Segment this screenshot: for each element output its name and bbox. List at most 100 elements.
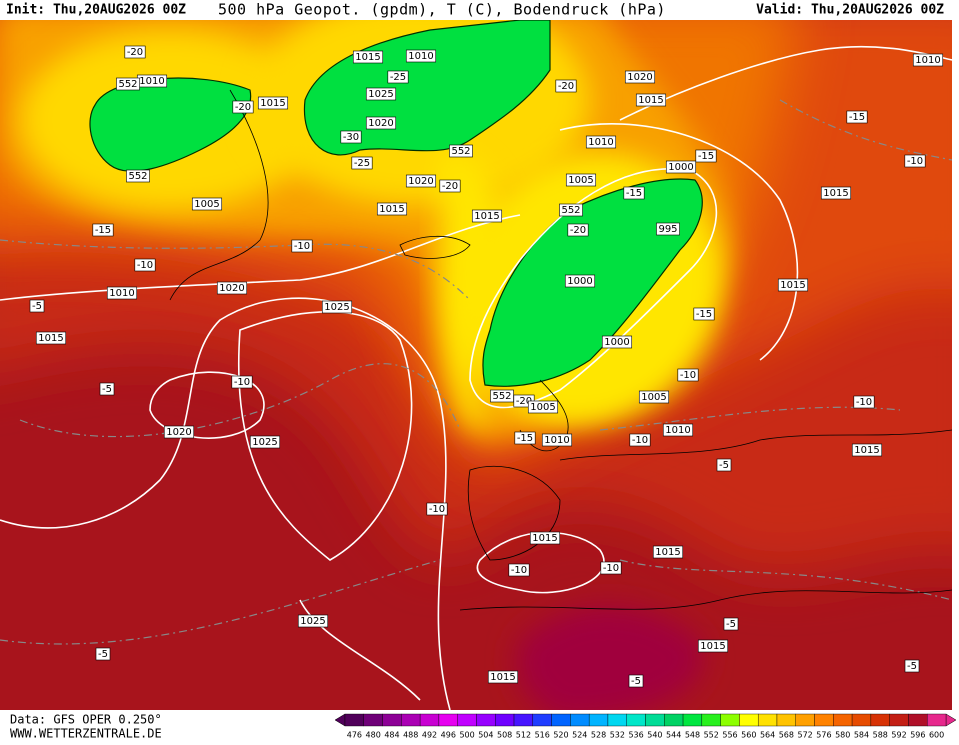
contour-label-box — [351, 156, 373, 170]
contour-label: 1000 — [668, 162, 693, 173]
colorbar-swatch — [532, 713, 552, 727]
contour-label: 1010 — [588, 137, 613, 148]
contour-label: -5 — [102, 384, 112, 395]
contour-label: 1025 — [300, 616, 325, 627]
contour-label-box — [904, 154, 926, 168]
contour-label: 1020 — [627, 72, 652, 83]
colorbar-label: 584 — [854, 731, 869, 740]
contour-label-box — [291, 239, 313, 253]
contour-label: -10 — [603, 563, 619, 574]
colorbar-label: 532 — [610, 731, 625, 740]
contour-label: -5 — [726, 619, 736, 630]
contour-label-box — [232, 100, 254, 114]
data-source: Data: GFS OPER 0.250° — [10, 713, 162, 727]
contour-label-box — [601, 335, 633, 349]
colorbar-label: 516 — [535, 731, 550, 740]
contour-label: -15 — [95, 225, 111, 236]
colorbar-swatch — [645, 713, 665, 727]
contour-label: -10 — [294, 241, 310, 252]
contour-label-box — [623, 186, 645, 200]
colorbar-swatch — [626, 713, 646, 727]
contour-label-box — [116, 77, 140, 91]
init-time: Init: Thu,20AUG2026 00Z — [6, 3, 186, 18]
contour-label: 1015 — [260, 98, 285, 109]
colorbar-label: 536 — [628, 731, 643, 740]
contour-label: 1020 — [219, 283, 244, 294]
contour-label-box — [652, 545, 684, 559]
colorbar-swatch — [814, 713, 834, 727]
contour-label: 1015 — [532, 533, 557, 544]
colorbar-label: 480 — [366, 731, 381, 740]
contour-label-box — [723, 617, 739, 631]
contour-label: -5 — [719, 460, 729, 471]
contour-label: -25 — [354, 158, 370, 169]
contour-label: 1020 — [368, 118, 393, 129]
contour-label-box — [628, 674, 644, 688]
contour-label-box — [439, 179, 461, 193]
contour-label-box — [555, 79, 577, 93]
contour-label-box — [257, 96, 289, 110]
colorbar-swatch — [438, 713, 458, 727]
contour-label: 1005 — [641, 392, 666, 403]
contour-label: 1000 — [604, 337, 629, 348]
contour-label-box — [565, 173, 597, 187]
colorbar-label: 568 — [779, 731, 794, 740]
colorbar-label: 600 — [929, 731, 944, 740]
colorbar-swatch — [607, 713, 627, 727]
colorbar-label: 544 — [666, 731, 681, 740]
contour-label: 1015 — [638, 95, 663, 106]
contour-label: 1010 — [139, 76, 164, 87]
contour-label-box — [29, 299, 45, 313]
colorbar-swatch — [363, 713, 383, 727]
contour-label-box — [487, 670, 519, 684]
colorbar-label: 476 — [347, 731, 362, 740]
contour-label: 552 — [128, 171, 147, 182]
colorbar-swatch — [870, 713, 890, 727]
colorbar-label: 484 — [384, 731, 399, 740]
contour-label-box — [662, 423, 694, 437]
contour-label-box — [340, 130, 362, 144]
colorbar-swatch — [476, 713, 496, 727]
contour-label: -10 — [137, 260, 153, 271]
colorbar-label: 512 — [516, 731, 531, 740]
contour-label-box — [124, 45, 146, 59]
valid-time: Valid: Thu,20AUG2026 00Z — [756, 3, 944, 18]
contour-label-box — [449, 144, 473, 158]
colorbar-label: 496 — [441, 731, 456, 740]
contour-label: -20 — [570, 225, 586, 236]
colorbar-swatch — [457, 713, 477, 727]
website: WWW.WETTERZENTRALE.DE — [10, 727, 162, 741]
colorbar-label: 572 — [798, 731, 813, 740]
contour-label: 552 — [118, 79, 137, 90]
contour-label: 552 — [492, 391, 511, 402]
contour-label: -10 — [234, 377, 250, 388]
colorbar-swatch — [889, 713, 909, 727]
isotherms — [0, 99, 952, 645]
contour-label: 1015 — [780, 280, 805, 291]
colorbar-swatch — [382, 713, 402, 727]
contour-label: 1005 — [530, 402, 555, 413]
contour-label-box — [567, 223, 589, 237]
contour-label-box — [95, 647, 111, 661]
contour-label-box — [426, 502, 448, 516]
contour-label-box — [365, 116, 397, 130]
contour-label-box — [624, 70, 656, 84]
contour-label: 1025 — [368, 89, 393, 100]
contour-label-box — [508, 563, 530, 577]
contour-label: 1010 — [544, 435, 569, 446]
contour-label: 1010 — [665, 425, 690, 436]
contour-label-box — [846, 110, 868, 124]
contour-label-box — [249, 435, 281, 449]
colorbar-swatch — [927, 713, 947, 727]
contour-label: -20 — [442, 181, 458, 192]
contour-label-box — [820, 186, 852, 200]
colorbar-swatch — [908, 713, 928, 727]
contour-label: -5 — [98, 649, 108, 660]
contour-label-box — [564, 274, 596, 288]
colorbar-label: 576 — [816, 731, 831, 740]
colorbar-swatch — [551, 713, 571, 727]
contour-label-box — [365, 87, 397, 101]
contour-label: 1005 — [194, 199, 219, 210]
contour-label: 552 — [451, 146, 470, 157]
contour-label: 1025 — [252, 437, 277, 448]
